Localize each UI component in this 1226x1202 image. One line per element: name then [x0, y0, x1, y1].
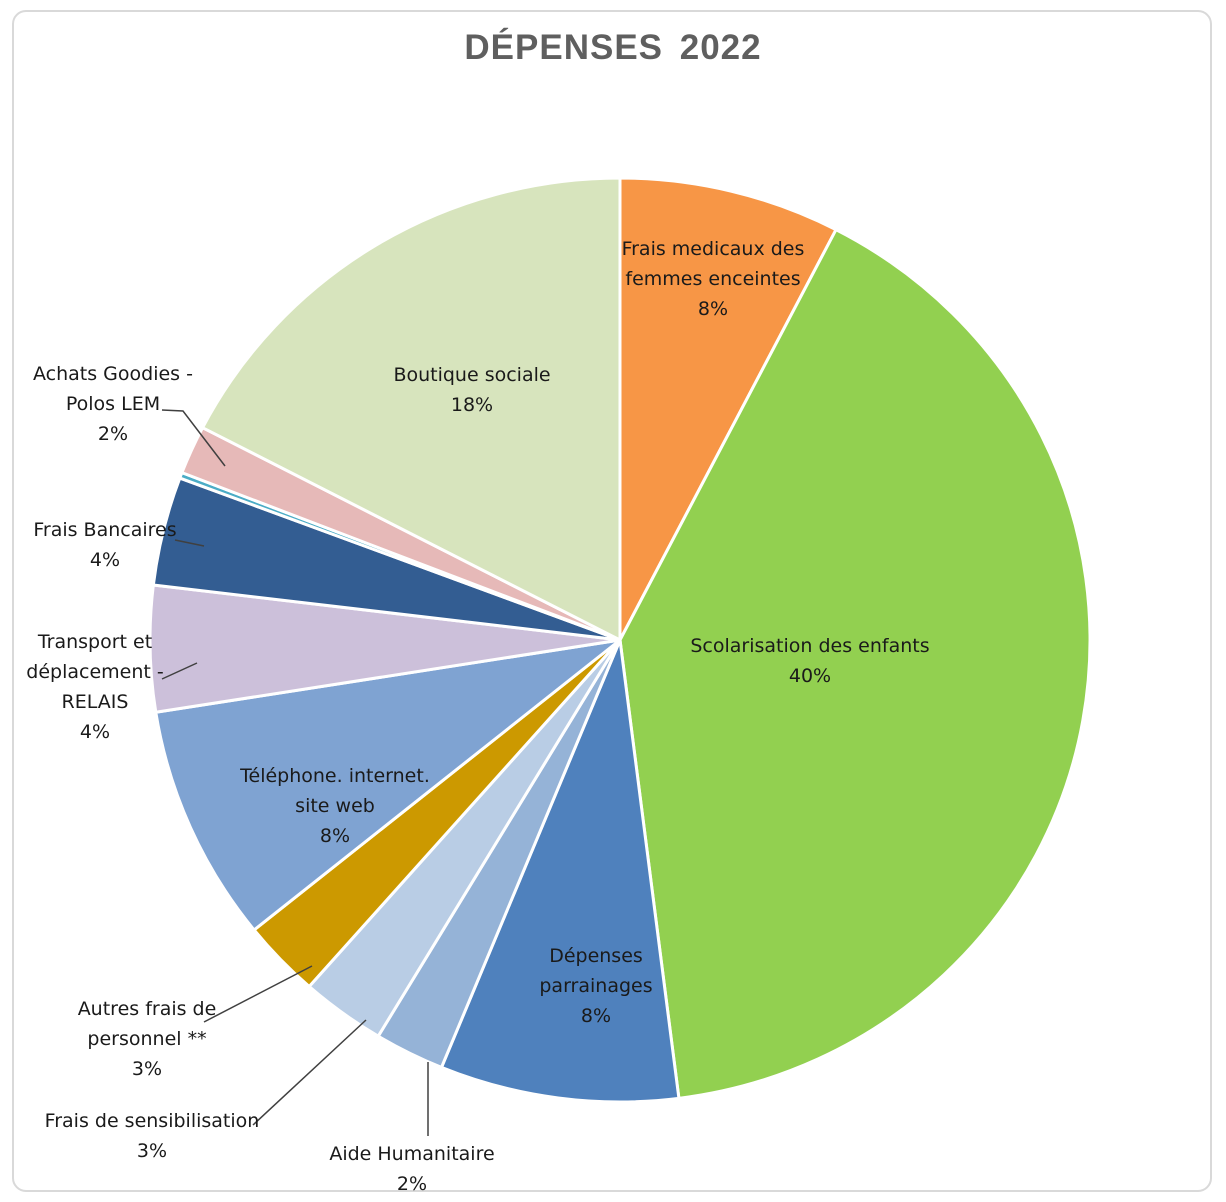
slice-percent-6: 8% — [320, 825, 350, 847]
slice-label-line-6: Téléphone. internet. — [239, 765, 430, 787]
pie-slice-0 — [618, 176, 838, 642]
slice-label-4: Frais de sensibilisation 3% — [45, 1110, 260, 1162]
leader-line-5 — [203, 965, 313, 1023]
slice-label-line-5: Autres frais de — [78, 998, 217, 1020]
slice-label-7: Transport et déplacement - RELAIS 4% — [26, 631, 163, 743]
slice-percent-11: 18% — [451, 394, 493, 416]
slice-label-line-6: site web — [295, 795, 375, 817]
slice-percent-10: 2% — [98, 423, 128, 445]
slice-percent-4: 3% — [137, 1140, 167, 1162]
slice-label-6: Téléphone. internet. site web 8% — [239, 765, 430, 847]
pie-slice-2 — [440, 638, 681, 1104]
slice-label-line-7: déplacement - — [26, 661, 163, 683]
slice-label-10: Achats Goodies - Polos LEM 2% — [33, 363, 193, 445]
slice-percent-2: 8% — [581, 1005, 611, 1027]
leader-line-7 — [161, 662, 198, 680]
slice-label-5: Autres frais de personnel ** 3% — [78, 998, 217, 1080]
slice-percent-7: 4% — [80, 721, 110, 743]
slice-label-line-8: Frais Bancaires — [33, 519, 176, 541]
slice-label-3: Aide Humanitaire 2% — [329, 1143, 494, 1195]
slice-label-line-7: Transport et — [37, 631, 152, 653]
slice-label-line-2: Dépenses — [549, 945, 643, 967]
pie-slice-1 — [618, 228, 1092, 1100]
slice-label-1: Scolarisation des enfants 40% — [690, 635, 929, 687]
slice-percent-5: 3% — [132, 1058, 162, 1080]
pie-slice-11 — [201, 176, 622, 642]
slice-label-line-3: Aide Humanitaire — [329, 1143, 494, 1165]
slice-label-2: Dépenses parrainages 8% — [539, 945, 652, 1027]
leader-line-4 — [252, 1019, 367, 1126]
slice-label-line-4: Frais de sensibilisation — [45, 1110, 260, 1132]
leader-line-10 — [161, 409, 226, 467]
slice-label-11: Boutique sociale 18% — [393, 364, 550, 416]
slice-label-8: Frais Bancaires 4% — [33, 519, 176, 571]
slice-percent-8: 4% — [90, 549, 120, 571]
slice-label-line-1: Scolarisation des enfants — [690, 635, 929, 657]
slice-label-line-10: Polos LEM — [66, 393, 160, 415]
chart-title: DÉPENSES 2022 — [464, 28, 762, 67]
slice-label-line-0: Frais medicaux des — [622, 238, 805, 260]
slice-label-line-11: Boutique sociale — [393, 364, 550, 386]
leader-line-8 — [174, 539, 205, 547]
slice-label-line-2: parrainages — [539, 975, 652, 997]
slice-percent-3: 2% — [397, 1173, 427, 1195]
slice-label-line-0: femmes enceintes — [625, 268, 800, 290]
pie-slice-6 — [154, 638, 622, 932]
slice-percent-0: 8% — [698, 298, 728, 320]
slice-percent-1: 40% — [789, 665, 831, 687]
slice-label-line-7: RELAIS — [62, 691, 129, 713]
slice-label-0: Frais medicaux des femmes enceintes 8% — [622, 238, 805, 320]
slice-label-line-10: Achats Goodies - — [33, 363, 193, 385]
slice-label-line-5: personnel ** — [87, 1028, 206, 1050]
